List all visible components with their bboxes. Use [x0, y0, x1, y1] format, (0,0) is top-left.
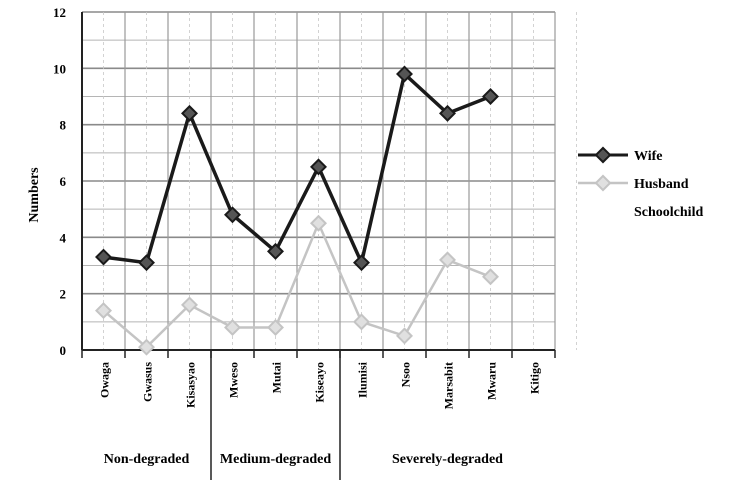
data-point-husband — [439, 251, 456, 269]
series-line-wife — [103, 70, 492, 269]
category-label: Gwasus — [141, 362, 155, 402]
category-label: Mwaru — [485, 362, 499, 400]
data-point-wife — [439, 104, 456, 122]
data-point-wife — [482, 88, 499, 105]
legend: Wife Husband Schoolchild — [578, 146, 703, 220]
category-label: Mutai — [270, 361, 284, 393]
data-point-husband — [396, 327, 413, 345]
data-point-wife — [138, 254, 155, 272]
category-label: Nsoo — [399, 362, 413, 387]
data-point-husband — [138, 338, 155, 356]
data-point-husband — [310, 214, 327, 232]
group-label: Non-degraded — [104, 452, 190, 467]
legend-marker-wife — [594, 146, 612, 164]
y-tick-label: 10 — [53, 61, 66, 76]
data-point-wife — [224, 206, 241, 224]
series-lines — [95, 65, 499, 356]
y-tick-label: 0 — [60, 343, 67, 358]
data-point-husband — [482, 268, 499, 286]
legend-label-wife: Wife — [634, 149, 663, 164]
series-line-husband — [102, 220, 491, 349]
y-tick-label: 8 — [60, 118, 67, 133]
y-tick-label: 12 — [53, 5, 66, 20]
group-label: Medium-degraded — [220, 452, 331, 467]
data-point-wife — [95, 248, 112, 266]
y-tick-label: 2 — [60, 287, 67, 302]
category-labels: Owaga Gwasus Kisasyao Mweso Mutai Kiseayo Ilum… — [98, 361, 542, 409]
y-tick-label: 4 — [60, 230, 67, 245]
y-tick-labels: 0 2 4 6 8 10 12 — [53, 5, 67, 358]
category-label: Kiseayo — [313, 362, 327, 403]
y-axis-label: Numbers — [27, 167, 42, 223]
data-point-wife — [396, 65, 413, 83]
data-point-husband — [95, 302, 112, 320]
data-point-wife — [181, 104, 198, 122]
category-label: Mweso — [227, 362, 241, 398]
group-labels: Non-degraded Medium-degraded Severely-degr… — [104, 452, 503, 467]
group-label: Severely-degraded — [392, 452, 503, 467]
category-label: Kisasyao — [184, 362, 198, 408]
data-point-husband — [353, 313, 370, 331]
category-label: Owaga — [98, 362, 112, 398]
axes — [81, 12, 556, 480]
category-label: Marsabit — [442, 362, 456, 409]
data-point-wife — [267, 242, 284, 260]
data-point-husband — [267, 318, 284, 336]
data-point-husband — [224, 318, 241, 336]
legend-marker-husband — [594, 174, 612, 192]
category-label: Ilumisi — [356, 361, 370, 398]
legend-label-schoolchild: Schoolchild — [634, 205, 703, 220]
grid-lines — [81, 11, 577, 351]
legend-label-husband: Husband — [634, 177, 689, 192]
data-point-husband — [181, 296, 198, 314]
category-label: Kitigo — [528, 362, 542, 394]
data-point-wife — [310, 158, 327, 176]
data-point-wife — [353, 254, 370, 272]
y-tick-label: 6 — [60, 174, 67, 189]
